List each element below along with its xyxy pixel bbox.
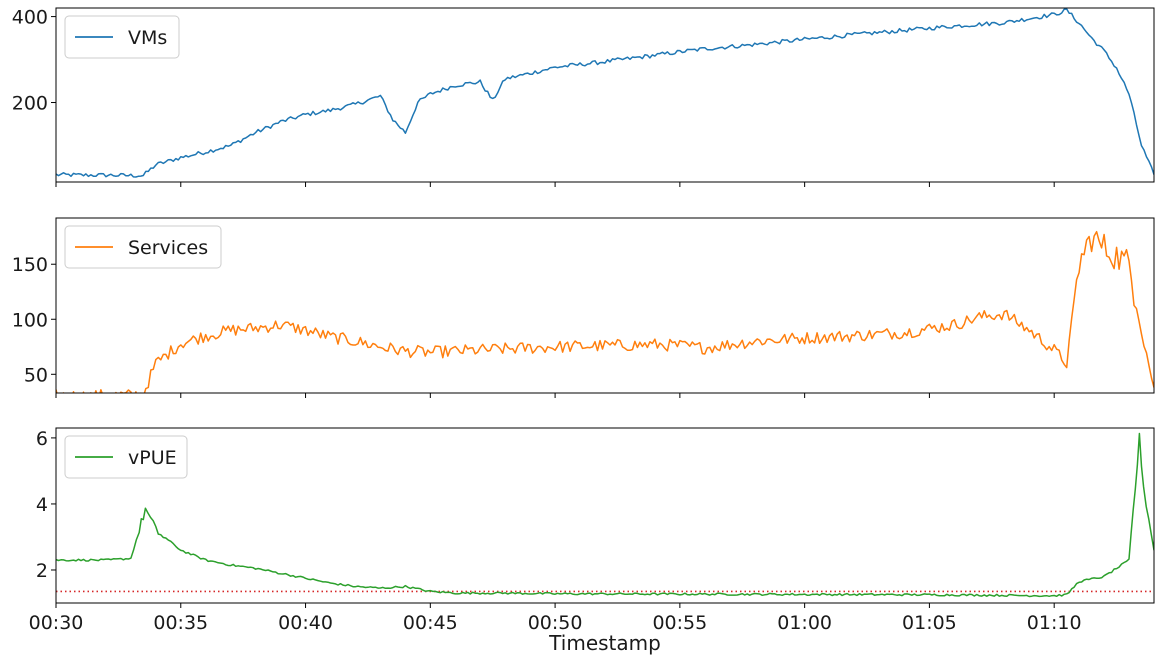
x-tick: 00:55 — [652, 603, 707, 634]
x-tick: 00:35 — [153, 603, 208, 634]
y-tick: 100 — [12, 309, 56, 331]
x-tick: 00:40 — [278, 603, 333, 634]
legend: VMs — [64, 15, 180, 59]
y-tick: 400 — [12, 7, 56, 29]
x-tick-label: 01:05 — [902, 612, 957, 634]
y-tick: 4 — [36, 494, 56, 516]
x-tick: 01:00 — [777, 603, 832, 634]
series-line-vpue — [56, 432, 1154, 598]
plot-frame — [55, 7, 1155, 183]
vpue-panel: 2 4 6 00:30 00:35 00:40 00:45 00:50 00:55 01:00 01… — [29, 427, 1155, 634]
y-tick-label: 100 — [12, 309, 48, 331]
x-tick-label: 00:30 — [29, 612, 84, 634]
x-tick-label: 00:45 — [403, 612, 458, 634]
legend: vPUE — [64, 435, 188, 479]
x-axis-label: Timestamp — [548, 631, 661, 655]
plot-frame — [55, 217, 1155, 394]
vms-panel: 200 400 VMs — [12, 7, 1155, 187]
x-tick: 00:30 — [29, 603, 84, 634]
legend-label: Services — [128, 237, 208, 259]
y-tick: 150 — [12, 254, 56, 276]
y-tick-label: 2 — [36, 560, 48, 582]
x-tick: 00:45 — [403, 603, 458, 634]
series-line-services — [56, 230, 1154, 393]
x-tick: 00:50 — [528, 603, 583, 634]
services-panel: 50 100 150 Services — [12, 217, 1155, 398]
x-tick: 01:05 — [902, 603, 957, 634]
series-line-vms — [56, 8, 1154, 178]
y-tick-label: 50 — [24, 364, 48, 386]
y-tick: 2 — [36, 560, 56, 582]
y-tick-label: 4 — [36, 494, 48, 516]
legend: Services — [64, 225, 222, 269]
x-tick: 01:10 — [1027, 603, 1082, 634]
y-tick: 200 — [12, 93, 56, 115]
y-tick-label: 150 — [12, 254, 48, 276]
x-tick-label: 01:10 — [1027, 612, 1082, 634]
plot-frame — [55, 427, 1155, 604]
x-tick-label: 01:00 — [777, 612, 832, 634]
y-tick: 50 — [24, 364, 56, 386]
y-tick-label: 6 — [36, 428, 48, 450]
x-tick-label: 00:35 — [153, 612, 208, 634]
y-tick-label: 400 — [12, 7, 48, 29]
legend-label: vPUE — [128, 447, 177, 469]
x-tick-label: 00:55 — [652, 612, 707, 634]
x-tick-label: 00:50 — [528, 612, 583, 634]
y-tick: 6 — [36, 428, 56, 450]
y-tick-label: 200 — [12, 93, 48, 115]
legend-label: VMs — [128, 27, 167, 49]
x-tick-label: 00:40 — [278, 612, 333, 634]
